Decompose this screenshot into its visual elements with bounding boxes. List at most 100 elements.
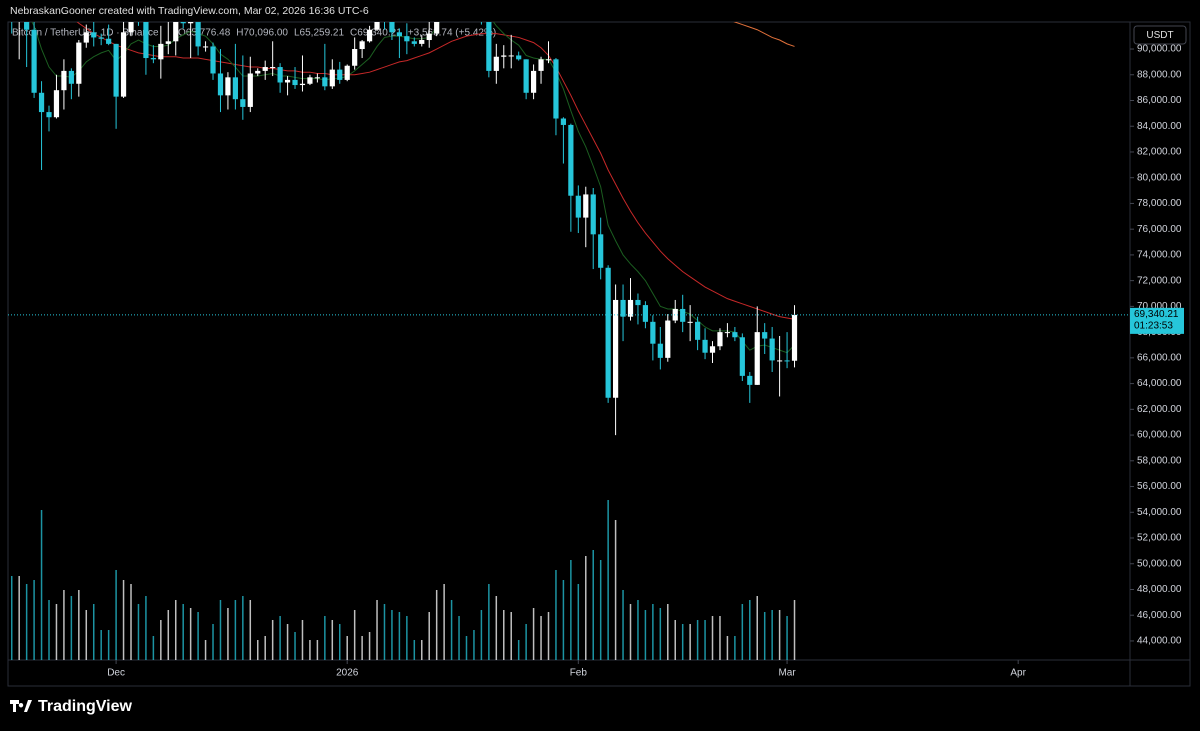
volume-bar [473, 630, 475, 660]
volume-bar [622, 590, 624, 660]
volume-bar [689, 624, 691, 660]
candle-body [46, 112, 52, 118]
candle-body [501, 55, 507, 57]
volume-bar [33, 580, 35, 660]
volume-bar [353, 610, 356, 660]
volume-bar [92, 604, 95, 660]
candle-body [329, 69, 335, 87]
candle-body [523, 59, 529, 93]
candle-body [344, 65, 350, 80]
candle-body [605, 267, 611, 398]
volume-bar [271, 620, 274, 660]
candle-body [784, 360, 790, 362]
candle-body [277, 67, 283, 83]
candle-body [791, 314, 798, 361]
volume-bar [48, 600, 50, 660]
volume-bar [435, 590, 438, 660]
legend-value: +3,563.74 (+5.42%) [408, 28, 496, 39]
candle-body [732, 332, 738, 338]
candle-body [106, 38, 112, 44]
volume-bar [428, 612, 430, 660]
candle-body [545, 59, 552, 61]
x-tick-label: Feb [570, 668, 588, 679]
candle-body [98, 37, 104, 39]
volume-bar [592, 550, 594, 660]
y-tick-label: 76,000.00 [1137, 224, 1182, 235]
candle-body [419, 40, 425, 44]
moving-average-line [733, 22, 795, 47]
volume-bar [361, 636, 363, 660]
candle-body [724, 332, 731, 334]
volume-bar [376, 600, 378, 660]
volume-bar [517, 640, 520, 660]
volume-bar [704, 620, 706, 660]
volume-bar [78, 590, 80, 660]
y-tick-label: 54,000.00 [1137, 507, 1182, 518]
y-tick-label: 62,000.00 [1137, 404, 1182, 415]
y-tick-label: 74,000.00 [1137, 250, 1182, 261]
candle-body [165, 41, 171, 44]
volume-bar [189, 608, 192, 660]
legend-value: O65,776.48 [178, 28, 231, 39]
candle-body [352, 49, 358, 66]
x-tick-label: Apr [1010, 668, 1026, 679]
candle-body [747, 375, 753, 385]
volume-bar [115, 570, 117, 660]
candle-body [232, 77, 238, 100]
candle-body [583, 194, 589, 218]
legend-value: H70,096.00 [236, 28, 288, 39]
y-tick-label: 82,000.00 [1137, 147, 1182, 158]
candle-body [508, 55, 514, 57]
volume-bar [793, 600, 796, 660]
candle-body [612, 299, 619, 398]
candle-body [299, 83, 306, 86]
moving-average-line [31, 22, 795, 354]
candle-body [635, 299, 641, 306]
candle-body [240, 99, 246, 107]
volume-bar [234, 600, 237, 660]
volume-bar [130, 584, 132, 660]
volume-bar [331, 620, 334, 660]
brand-logo: TradingView [10, 698, 133, 715]
x-tick-label: Dec [107, 668, 125, 679]
legend-value: L65,259.21 [294, 28, 344, 39]
y-tick-label: 44,000.00 [1137, 636, 1182, 647]
candle-body [389, 22, 395, 33]
y-tick-label: 84,000.00 [1137, 121, 1182, 132]
currency-badge[interactable] [1133, 25, 1187, 45]
volume-bar [555, 570, 557, 660]
candle-body [672, 308, 678, 321]
y-tick-label: 50,000.00 [1137, 558, 1182, 569]
volume-bar [547, 612, 550, 660]
volume-bar [749, 600, 751, 660]
volume-bar [122, 580, 125, 660]
candle-body [359, 41, 365, 50]
candle-body [188, 22, 194, 24]
candle-body [553, 59, 559, 119]
candle-body [642, 305, 649, 322]
candle-body [337, 69, 343, 80]
y-tick-label: 60,000.00 [1137, 430, 1182, 441]
candle-body [284, 79, 291, 83]
currency-label[interactable]: USDT [1146, 30, 1173, 41]
candle-body [627, 299, 634, 317]
volume-bar [696, 620, 699, 660]
volume-bar [644, 610, 647, 660]
frame [7, 21, 1191, 687]
y-tick-label: 80,000.00 [1137, 172, 1182, 183]
volume-bar [339, 624, 341, 660]
volume-bar [212, 624, 214, 660]
volume-bar [778, 610, 781, 660]
volume-bar [398, 612, 401, 660]
candle-body [486, 22, 492, 71]
last-price-label: 69,340.21 [1134, 309, 1179, 320]
candle-body [777, 360, 783, 362]
volume-bar [599, 560, 602, 660]
volume-bar [488, 584, 490, 660]
candle-body [270, 67, 276, 69]
candle-body [314, 77, 320, 79]
y-tick-label: 72,000.00 [1137, 275, 1182, 286]
volume-bar [607, 500, 609, 660]
volume-bar [532, 608, 535, 660]
